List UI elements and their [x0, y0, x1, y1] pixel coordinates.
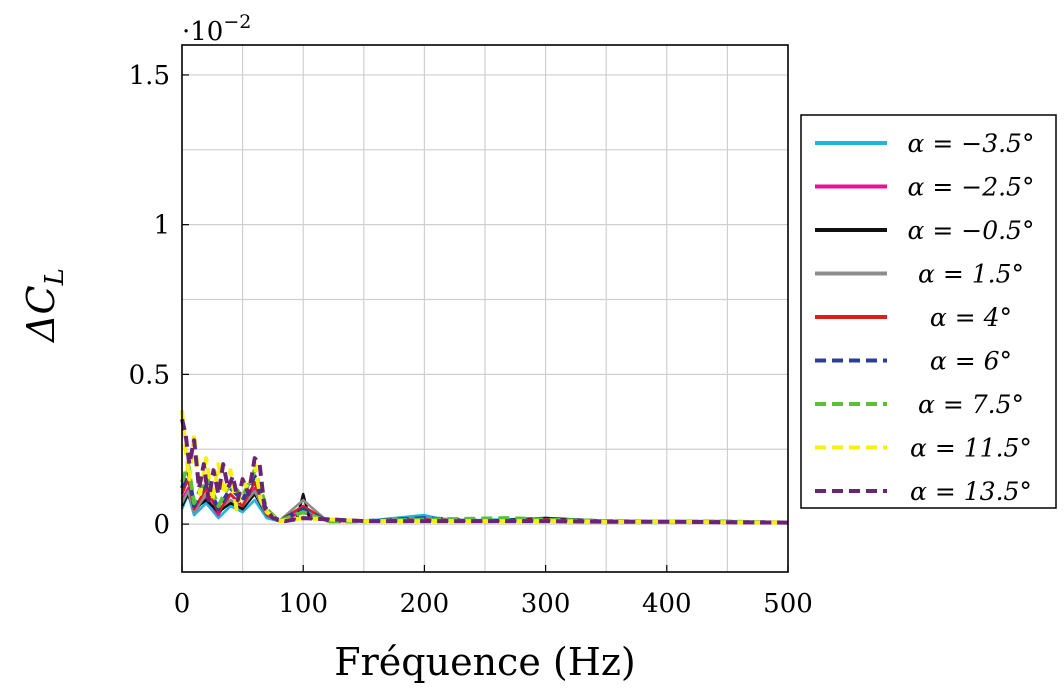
series-line-6: [180, 468, 789, 525]
x-axis-ticks: 0 100 200 300 400 500: [174, 565, 813, 619]
y-axis-title-sub: L: [40, 268, 70, 286]
y-multiplier-exp: −2: [223, 11, 251, 33]
x-tick-label: 400: [642, 589, 692, 619]
y-axis-title-base: ΔC: [19, 285, 63, 344]
legend: α = −3.5° α = −2.5° α = −0.5° α = 1.5° α = 4…: [800, 114, 1057, 509]
legend-box: [800, 114, 1057, 509]
y-axis-title: ΔCL: [19, 268, 70, 344]
y-tick-label: 0: [153, 510, 170, 540]
x-tick-label: 500: [763, 589, 813, 619]
grid: [182, 45, 788, 572]
legend-label-5: α = 4°: [930, 303, 1012, 332]
legend-label-6: α = 6°: [930, 347, 1012, 376]
legend-label-9: α = 13.5°: [910, 477, 1032, 506]
series-line-7: [180, 462, 789, 525]
legend-label-3: α = −0.5°: [908, 216, 1035, 245]
x-tick-label: 300: [521, 589, 571, 619]
y-tick-label: 1: [153, 211, 170, 241]
y-tick-label: 0.5: [129, 360, 170, 390]
legend-label-8: α = 11.5°: [910, 434, 1032, 463]
y-multiplier: ·10−2: [182, 11, 251, 47]
x-tick-label: 200: [400, 589, 450, 619]
legend-label-4: α = 1.5°: [918, 260, 1024, 289]
y-axis-ticks: 0 0.5 1 1.5: [129, 61, 189, 540]
series-layer: [180, 410, 789, 525]
x-axis-title: Fréquence (Hz): [334, 640, 635, 684]
y-multiplier-base: ·10: [182, 17, 223, 47]
y-tick-label: 1.5: [129, 61, 170, 91]
plot-frame: [181, 44, 789, 573]
legend-label-1: α = −3.5°: [908, 129, 1035, 158]
series-line-9: [180, 418, 789, 525]
x-tick-label: 100: [278, 589, 328, 619]
legend-label-7: α = 7.5°: [918, 390, 1024, 419]
x-tick-label: 0: [174, 589, 191, 619]
legend-label-2: α = −2.5°: [908, 173, 1035, 202]
